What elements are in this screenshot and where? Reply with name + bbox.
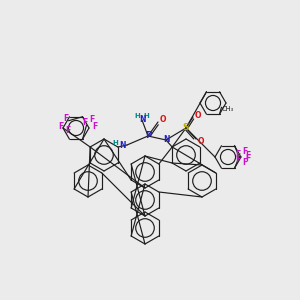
Text: F: F	[63, 114, 68, 123]
Text: CH₃: CH₃	[221, 106, 234, 112]
Text: N: N	[163, 136, 169, 145]
Text: F: F	[245, 154, 250, 163]
Text: F: F	[235, 155, 240, 164]
Text: F: F	[92, 122, 97, 131]
Text: O: O	[195, 110, 201, 119]
Text: N: N	[119, 142, 125, 151]
Text: H: H	[134, 113, 140, 119]
Text: F: F	[245, 151, 250, 160]
Text: F: F	[89, 115, 94, 124]
Text: O: O	[160, 116, 166, 124]
Text: F: F	[242, 158, 247, 167]
Text: O: O	[198, 136, 204, 146]
Text: H: H	[112, 140, 118, 146]
Text: F: F	[82, 118, 87, 127]
Text: F: F	[242, 147, 247, 156]
Text: S: S	[183, 124, 189, 133]
Text: F: F	[65, 126, 70, 135]
Text: P: P	[145, 131, 151, 140]
Text: N: N	[139, 116, 145, 124]
Text: F: F	[58, 122, 63, 131]
Text: F: F	[235, 150, 240, 159]
Text: H: H	[143, 113, 149, 119]
